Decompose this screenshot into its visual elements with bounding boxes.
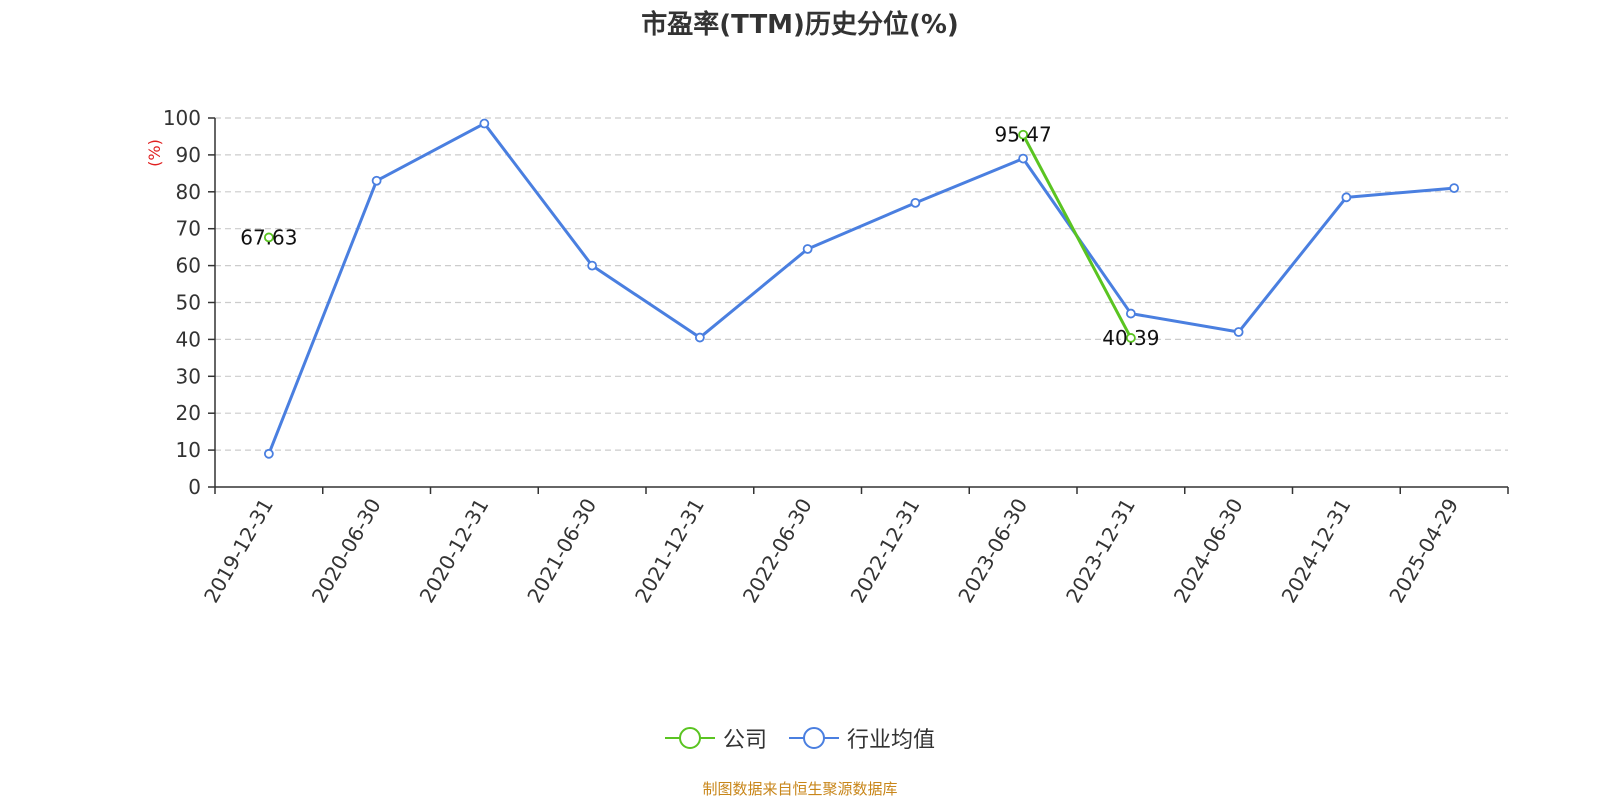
y-tick-label: 30 [176,364,201,388]
data-point [479,118,490,129]
x-tick-label: 2023-06-30 [953,494,1032,607]
y-tick-label: 50 [176,291,201,315]
x-tick-label: 2022-12-31 [846,494,925,607]
data-point [910,197,921,208]
x-tick-label: 2023-12-31 [1061,494,1140,607]
data-point [263,448,274,459]
data-point [694,332,705,343]
x-tick-label: 2019-12-31 [199,494,278,607]
x-tick-label: 2024-06-30 [1169,494,1248,607]
y-tick-label: 10 [176,438,201,462]
data-label: 40.39 [1102,326,1159,350]
legend-item-company[interactable]: 公司 [664,722,767,754]
series-line [267,122,1455,455]
x-tick-label: 2024-12-31 [1277,494,1356,607]
data-point [1233,327,1244,337]
data-point [1125,333,1136,343]
series-company: 67.63 95.47 40.39 [240,123,1159,350]
x-tick-label: 2025-04-29 [1384,494,1463,607]
legend-marker-industry-icon [789,727,839,749]
data-point [1018,129,1029,140]
y-tick-label: 70 [176,217,201,241]
data-label: 67.63 [240,225,297,249]
x-tick-label: 2021-06-30 [522,494,601,607]
legend-marker-company-icon [664,727,715,749]
series-industry [263,118,1460,459]
data-point [371,175,382,186]
data-point [1018,153,1029,164]
legend-item-industry[interactable]: 行业均值 [789,722,935,754]
data-point [802,244,813,254]
y-tick-label: 20 [176,401,201,425]
legend-label-industry: 行业均值 [847,728,936,753]
data-point [1449,183,1460,194]
data-point [1341,192,1352,203]
y-tick-label: 80 [176,180,201,204]
y-tick-label: 90 [176,143,201,167]
x-tick-label: 2020-06-30 [307,494,386,607]
data-point [263,232,274,243]
x-tick-label: 2020-12-31 [415,494,494,607]
y-axis-label: (%) [145,139,164,167]
data-point [1125,308,1136,319]
y-tick-label: 0 [188,475,201,499]
data-label: 95.47 [994,123,1051,147]
data-point [587,260,598,271]
legend: 公司 行业均值 [0,722,1600,754]
legend-label-company: 公司 [722,728,767,753]
y-tick-label: 60 [176,254,201,278]
source-note: 制图数据来自恒生聚源数据库 [702,780,898,798]
x-tick-label: 2021-12-31 [630,494,709,607]
series-line [1021,134,1133,339]
chart-title: 市盈率(TTM)历史分位(%) [641,10,959,40]
y-tick-label: 100 [163,106,201,130]
x-tick-label: 2022-06-30 [738,494,817,607]
y-tick-label: 40 [176,327,201,351]
